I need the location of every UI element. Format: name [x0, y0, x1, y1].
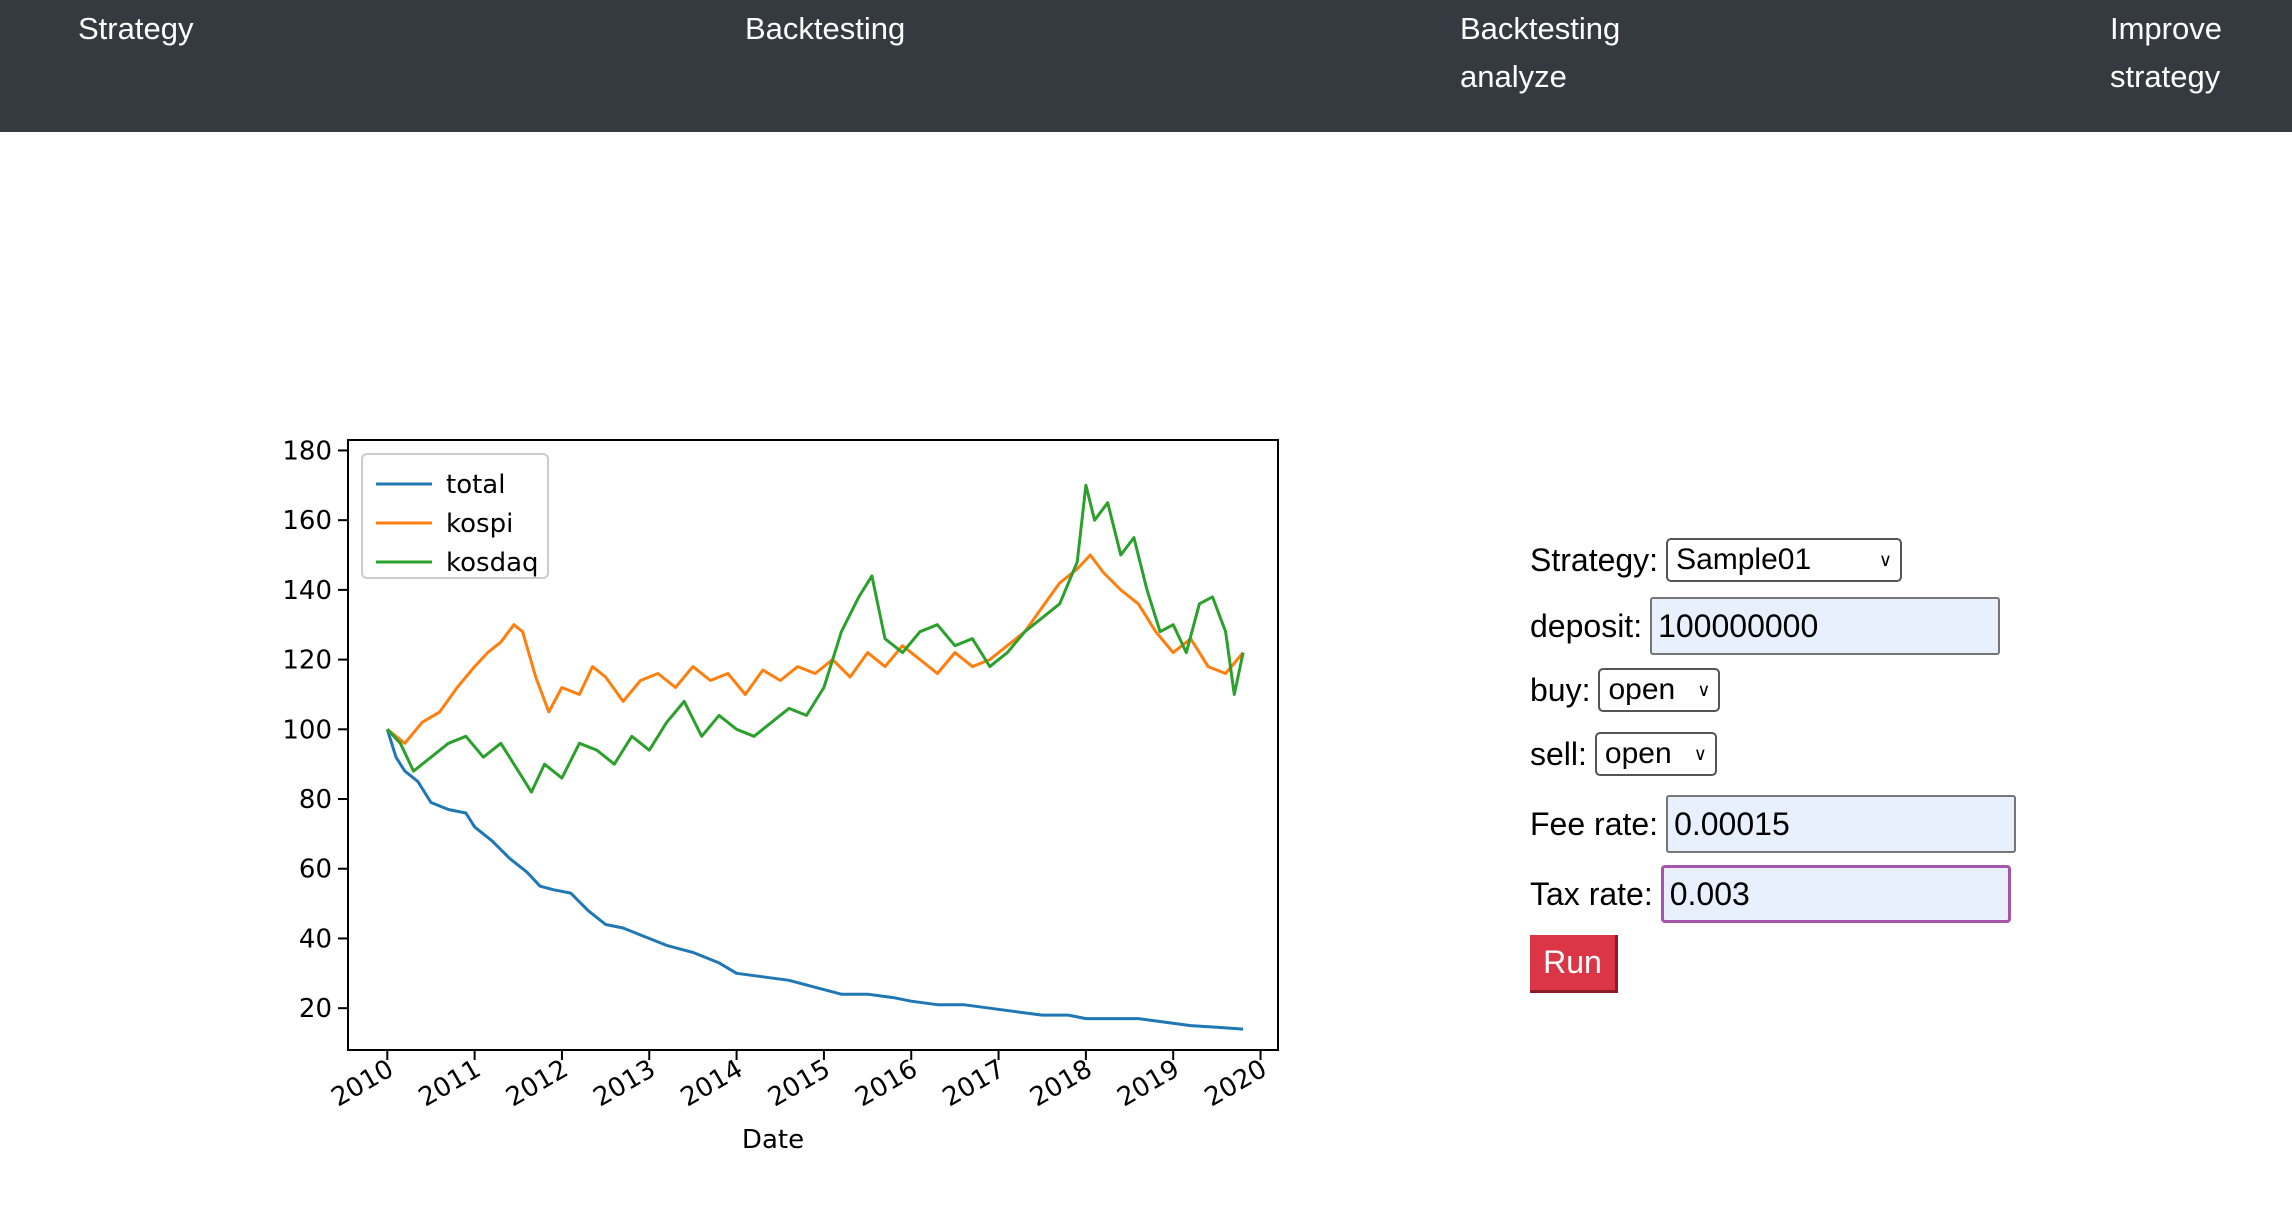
tax-row: Tax rate: 0.003 — [1530, 864, 2011, 924]
run-button[interactable]: Run — [1530, 935, 1618, 993]
x-tick-label: 2016 — [850, 1054, 922, 1113]
buy-row: buy: open ∨ — [1530, 660, 1721, 720]
nav-improve-strategy-link[interactable]: Improve strategy — [2110, 11, 2222, 94]
y-tick-label: 80 — [299, 785, 332, 815]
x-tick-label: 2012 — [501, 1054, 573, 1113]
x-tick-label: 2019 — [1112, 1054, 1184, 1113]
tax-rate-input-value: 0.003 — [1669, 875, 1750, 912]
strategy-row: Strategy: Sample01 ∨ — [1530, 530, 1903, 590]
deposit-row: deposit: 100000000 — [1530, 596, 2001, 656]
y-tick-label: 20 — [299, 994, 332, 1024]
legend-label-kospi: kospi — [446, 509, 513, 539]
x-tick-label: 2013 — [588, 1054, 660, 1113]
sell-row: sell: open ∨ — [1530, 724, 1717, 784]
chevron-down-icon: ∨ — [1697, 679, 1711, 700]
buy-select[interactable]: open ∨ — [1598, 668, 1721, 712]
series-line-total — [385, 728, 1244, 1031]
legend-label-kosdaq: kosdaq — [446, 548, 539, 578]
backtest-chart: 20 40 60 80 100 120 140 160 180 2010 2011 2012 2013 2… — [260, 420, 1300, 1180]
backtest-form: Strategy: Sample01 ∨ deposit: 100000000 … — [1530, 530, 2050, 1010]
plot-frame — [347, 439, 1279, 1051]
fee-row: Fee rate: 0.00015 — [1530, 794, 2017, 854]
y-tick-label: 60 — [299, 855, 332, 885]
series-line-kosdaq — [386, 483, 1245, 794]
x-tick-label: 2017 — [938, 1054, 1010, 1113]
sell-select-value: open — [1604, 737, 1672, 770]
sell-label: sell: — [1530, 735, 1587, 772]
buy-select-value: open — [1608, 673, 1676, 706]
series-line-kospi — [386, 553, 1245, 745]
tax-rate-input[interactable]: 0.003 — [1660, 865, 2011, 923]
strategy-select-value: Sample01 — [1676, 543, 1812, 576]
x-tick-label: 2010 — [326, 1054, 398, 1113]
y-tick-label: 160 — [282, 506, 332, 536]
x-tick-label: 2015 — [763, 1054, 835, 1113]
strategy-label: Strategy: — [1530, 541, 1659, 578]
legend-label-total: total — [446, 470, 505, 500]
y-tick-label: 100 — [282, 715, 332, 745]
fee-rate-input[interactable]: 0.00015 — [1666, 795, 2017, 853]
nav-strategy-link[interactable]: Strategy — [78, 11, 194, 46]
chevron-down-icon: ∨ — [1693, 743, 1707, 764]
x-tick-label: 2018 — [1025, 1054, 1097, 1113]
nav-backtesting-analyze-link[interactable]: Backtesting analyze — [1460, 11, 1621, 94]
backtest-chart-svg: 20 40 60 80 100 120 140 160 180 2010 2011 2012 2013 2… — [282, 436, 1279, 1155]
x-axis-label: Date — [742, 1125, 804, 1155]
chevron-down-icon: ∨ — [1878, 549, 1893, 570]
y-tick-label: 180 — [282, 436, 332, 466]
x-tick-label: 2014 — [676, 1054, 748, 1113]
fee-rate-input-value: 0.00015 — [1674, 805, 1790, 842]
deposit-label: deposit: — [1530, 607, 1643, 644]
strategy-select[interactable]: Sample01 ∨ — [1666, 538, 1903, 582]
x-tick-label: 2011 — [414, 1054, 486, 1113]
y-tick-label: 40 — [299, 924, 332, 954]
y-tick-label: 120 — [282, 646, 332, 676]
deposit-input-value: 100000000 — [1658, 607, 1819, 644]
nav-backtesting-link[interactable]: Backtesting — [745, 11, 906, 46]
buy-label: buy: — [1530, 671, 1591, 708]
tax-rate-label: Tax rate: — [1530, 875, 1653, 912]
top-navbar: Strategy Backtesting Backtesting analyze… — [0, 0, 2292, 132]
sell-select[interactable]: open ∨ — [1594, 732, 1717, 776]
fee-rate-label: Fee rate: — [1530, 805, 1659, 842]
x-tick-label: 2020 — [1200, 1054, 1272, 1113]
deposit-input[interactable]: 100000000 — [1650, 597, 2001, 655]
y-tick-label: 140 — [282, 576, 332, 606]
